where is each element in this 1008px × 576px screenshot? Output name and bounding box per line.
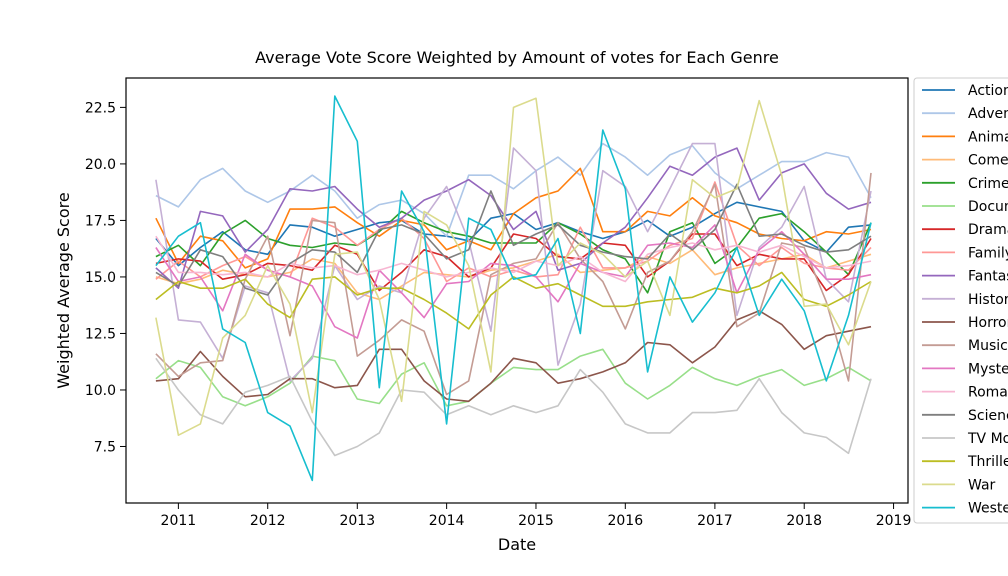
x-tick-label: 2019 [876,513,912,529]
y-axis-label: Weighted Average Score [54,192,73,388]
legend-label: Fantasy [968,269,1008,285]
series-line-1 [155,142,872,237]
series-line-8 [155,147,872,290]
legend-label: Family [968,245,1008,261]
legend-label: Adventure [968,106,1008,122]
y-tick-label: 22.5 [85,100,116,116]
x-axis: 2011 2012 2013 2014 2015 2016 2017 2018 2019 [161,503,912,529]
x-tick-label: 2013 [339,513,375,529]
legend-label: Crime [968,176,1008,192]
chart-title: Average Vote Score Weighted by Amount of… [255,48,779,67]
legend-label: Science Fiction [968,408,1008,424]
legend-label: Horror [968,315,1008,331]
series-line-16 [155,271,872,330]
legend-label: Mystery [968,361,1008,377]
series-line-10 [155,309,872,403]
series-line-11 [155,172,872,396]
y-axis: 7.5 10.0 12.5 15.0 17.5 20.0 22.5 [85,100,126,455]
series-line-14 [155,183,872,296]
legend-label: Drama [968,222,1008,238]
series-line-15 [155,357,872,457]
legend-frame [913,77,1008,524]
x-tick-label: 2014 [429,513,465,529]
x-tick-label: 2016 [607,513,643,529]
legend-label: Action [968,83,1008,99]
plot-area [125,77,909,504]
series-line-17 [155,97,872,437]
legend: Action Adventure Animation Comedy Crime Docum… [913,77,1008,524]
series-line-4 [155,210,872,294]
y-tick-label: 7.5 [94,439,116,455]
y-tick-label: 17.5 [85,213,116,229]
legend-label: Documentary [968,199,1008,215]
x-tick-label: 2012 [250,513,286,529]
x-tick-label: 2018 [786,513,822,529]
x-tick-label: 2017 [697,513,733,529]
legend-label: Western [968,501,1008,517]
legend-label: Thriller [967,454,1008,470]
legend-label: Romance [968,385,1008,401]
series-line-12 [155,224,872,339]
series-line-5 [155,348,872,407]
x-tick-label: 2015 [518,513,554,529]
y-tick-label: 15.0 [85,270,116,286]
series-line-18 [155,95,872,482]
legend-items: Action Adventure Animation Comedy Crime Docum… [922,83,1008,517]
x-axis-label: Date [498,535,536,554]
series-line-9 [155,142,872,382]
y-tick-label: 12.5 [85,326,116,342]
legend-label: Music [968,338,1008,354]
y-tick-label: 20.0 [85,157,116,173]
plot-frame [125,77,909,504]
series-layer [155,95,872,482]
x-tick-label: 2011 [161,513,197,529]
series-line-2 [155,167,872,269]
series-line-13 [155,235,872,283]
legend-label: Comedy [968,153,1008,169]
legend-label: History [968,292,1008,308]
legend-label: Animation [968,129,1008,145]
y-tick-label: 10.0 [85,383,116,399]
legend-label: War [968,477,996,493]
legend-label: TV Movie [967,431,1008,447]
